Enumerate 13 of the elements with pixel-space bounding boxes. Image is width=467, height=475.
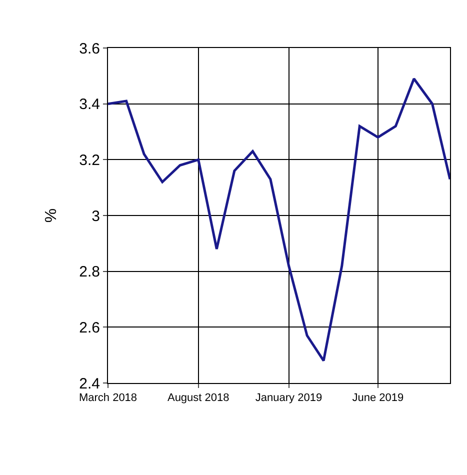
y-tick-label: 3.4	[79, 96, 100, 114]
x-tick-label: January 2019	[255, 392, 322, 404]
y-tick-label: 3	[92, 208, 100, 225]
y-tick-label: 2.8	[79, 264, 100, 281]
x-tick-label: August 2018	[167, 392, 230, 404]
y-axis-title: %	[43, 208, 60, 223]
y-tick-label: 3.6	[79, 40, 100, 58]
y-tick-label: 2.4	[79, 375, 100, 392]
y-tick-label: 2.6	[79, 319, 100, 336]
x-tick-label: June 2019	[352, 392, 404, 404]
line-series	[108, 77, 450, 362]
x-tick-label: March 2018	[78, 392, 138, 404]
y-tick-label: 3.2	[79, 152, 100, 169]
